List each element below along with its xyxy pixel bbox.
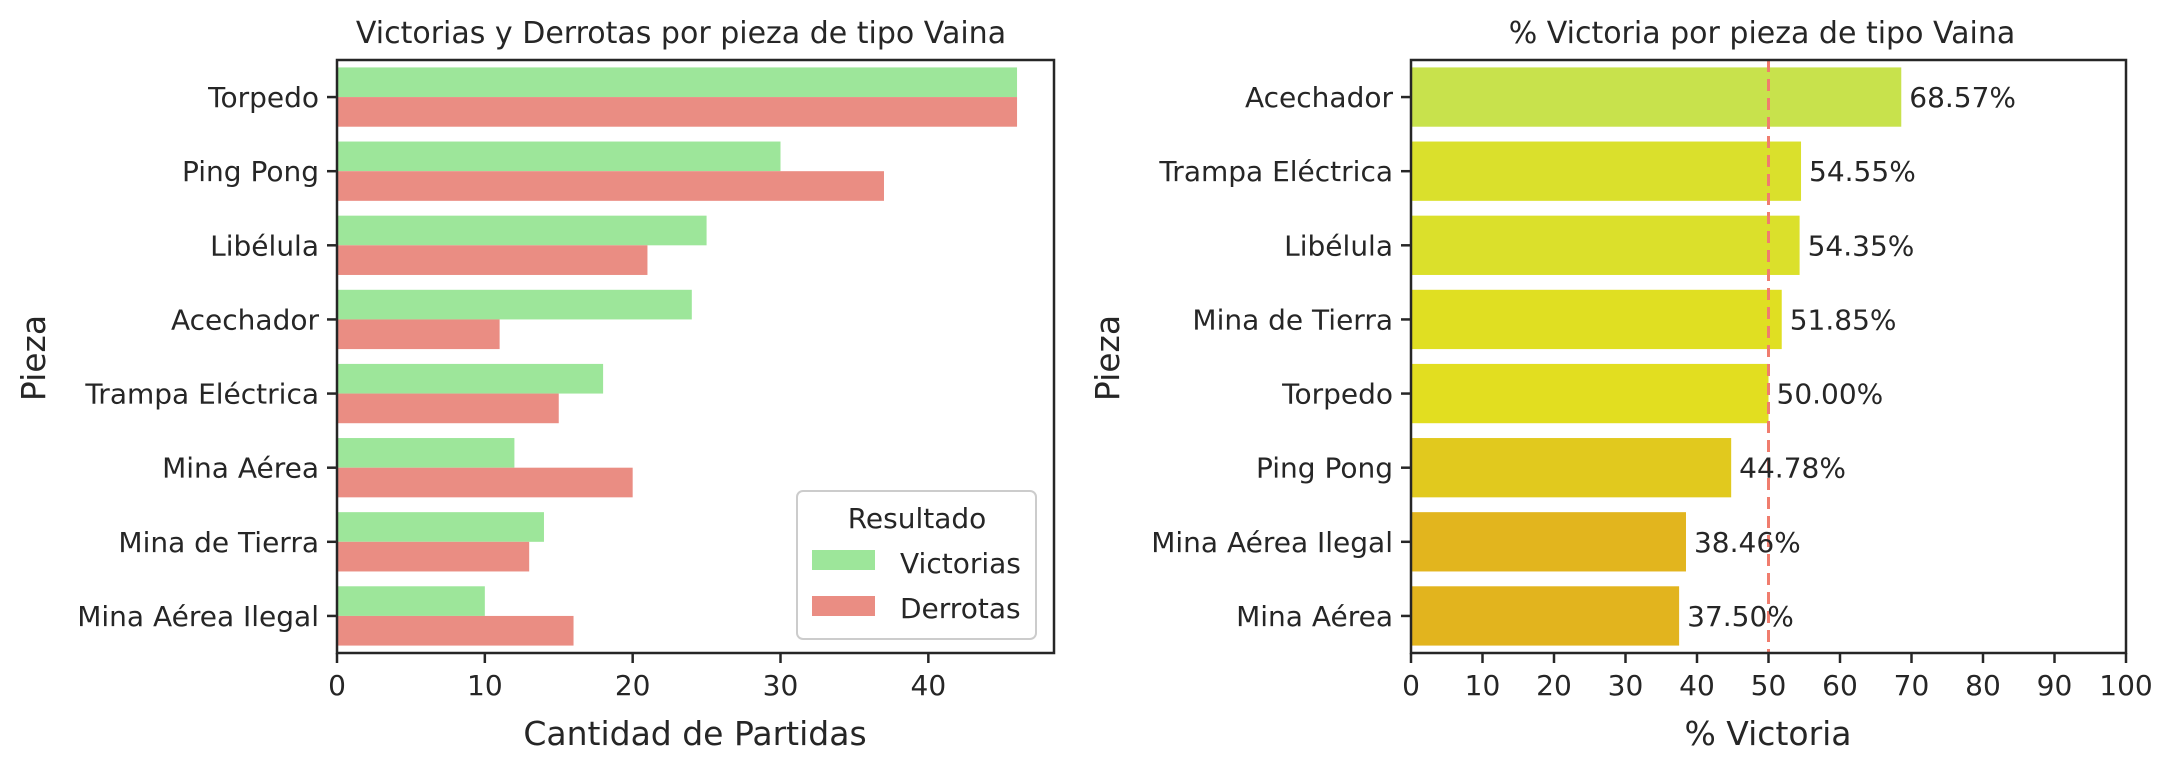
- bar-derrotas-ping-pong: [337, 171, 884, 201]
- x-tick-label: 10: [1465, 669, 1501, 702]
- chart-left-x-axis-label: Cantidad de Partidas: [523, 714, 866, 753]
- legend-title: Resultado: [848, 502, 987, 535]
- y-tick-label: Mina de Tierra: [1192, 303, 1393, 336]
- x-tick-label: 40: [911, 669, 947, 702]
- legend-swatch-derrotas: [812, 596, 875, 616]
- x-tick-label: 40: [1679, 669, 1715, 702]
- legend-label-derrotas: Derrotas: [900, 592, 1021, 625]
- bar-victorias-libelula: [337, 215, 707, 246]
- bar-ping-pong: [1411, 438, 1732, 498]
- value-label-torpedo: 50.00%: [1777, 378, 1884, 411]
- bar-mina-aerea: [1411, 586, 1680, 646]
- y-tick-label: Trampa Eléctrica: [1158, 155, 1393, 188]
- bar-derrotas-mina-de-tierra: [337, 541, 530, 572]
- y-tick-label: Mina Aérea: [162, 452, 319, 485]
- y-tick-label: Mina Aérea Ilegal: [77, 600, 319, 633]
- bar-victorias-trampa-electrica: [337, 363, 604, 394]
- x-tick-label: 10: [467, 669, 503, 702]
- bar-derrotas-trampa-electrica: [337, 393, 559, 424]
- y-tick-label: Acechador: [171, 303, 319, 336]
- bar-derrotas-torpedo: [337, 97, 1018, 127]
- bar-victorias-torpedo: [337, 67, 1018, 98]
- x-tick-label: 30: [1608, 669, 1644, 702]
- chart-left-y-ticks: Torpedo Ping Pong Libélula Acechador Trampa …: [77, 81, 337, 633]
- chart-left-x-ticks: 0 10 20 30 40: [328, 653, 946, 702]
- legend-label-victorias: Victorias: [900, 547, 1021, 580]
- value-label-mina-aerea-ilegal: 38.46%: [1694, 526, 1801, 559]
- x-tick-label: 90: [2037, 669, 2073, 702]
- y-tick-label: Mina Aérea Ilegal: [1151, 526, 1393, 559]
- y-tick-label: Torpedo: [207, 81, 319, 114]
- x-tick-label: 20: [1536, 669, 1572, 702]
- value-label-acechador: 68.57%: [1909, 81, 2016, 114]
- bar-mina-aerea-ilegal: [1411, 512, 1686, 572]
- bar-victorias-mina-de-tierra: [337, 512, 544, 542]
- y-tick-label: Trampa Eléctrica: [84, 378, 319, 411]
- bar-acechador: [1411, 67, 1902, 127]
- x-tick-label: 80: [1965, 669, 2001, 702]
- y-tick-label: Mina Aérea: [1236, 600, 1393, 633]
- bar-derrotas-acechador: [337, 319, 500, 350]
- x-tick-label: 0: [1402, 669, 1420, 702]
- chart-right-bars: [1411, 67, 1902, 646]
- value-label-mina-aerea: 37.50%: [1687, 600, 1794, 633]
- y-tick-label: Torpedo: [1281, 378, 1393, 411]
- bar-torpedo: [1411, 363, 1769, 424]
- x-tick-label: 20: [615, 669, 651, 702]
- x-tick-label: 0: [328, 669, 346, 702]
- bar-mina-de-tierra: [1411, 289, 1782, 350]
- chart-left-frame: [335, 58, 1056, 655]
- value-label-libelula: 54.35%: [1808, 229, 1915, 262]
- chart-right-y-ticks: Acechador Trampa Eléctrica Libélula Mina de…: [1151, 81, 1411, 633]
- bar-derrotas-libelula: [337, 245, 648, 275]
- chart-right-x-ticks: 0 10 20 30 40 50 60 70 80 90 100: [1402, 653, 2153, 702]
- x-tick-label: 100: [2099, 669, 2152, 702]
- chart-left-y-axis-label: Pieza: [14, 315, 53, 401]
- y-tick-label: Libélula: [210, 229, 319, 262]
- bar-derrotas-mina-aerea-ilegal: [337, 615, 574, 646]
- chart-right-x-axis-label: % Victoria: [1684, 714, 1851, 753]
- y-tick-label: Libélula: [1284, 229, 1393, 262]
- chart-left-title: Victorias y Derrotas por pieza de tipo V…: [356, 16, 1006, 51]
- legend-swatch-victorias: [812, 550, 875, 570]
- bar-victorias-ping-pong: [337, 141, 781, 172]
- chart-right: % Victoria por pieza de tipo Vaina 68.57…: [1088, 16, 2153, 753]
- y-tick-label: Ping Pong: [182, 155, 319, 188]
- chart-right-title: % Victoria por pieza de tipo Vaina: [1509, 16, 2016, 51]
- bar-victorias-mina-aerea-ilegal: [337, 586, 485, 616]
- y-tick-label: Acechador: [1245, 81, 1393, 114]
- x-tick-label: 30: [763, 669, 799, 702]
- x-tick-label: 50: [1751, 669, 1787, 702]
- value-label-ping-pong: 44.78%: [1739, 452, 1846, 485]
- value-label-mina-de-tierra: 51.85%: [1790, 303, 1897, 336]
- chart-left-bars: [337, 67, 1018, 646]
- chart-left: Victorias y Derrotas por pieza de tipo V…: [14, 16, 1056, 753]
- y-tick-label: Ping Pong: [1256, 452, 1393, 485]
- chart-left-legend: Resultado Victorias Derrotas: [796, 490, 1037, 640]
- bar-victorias-mina-aerea: [337, 438, 515, 468]
- bar-trampa-electrica: [1411, 141, 1802, 201]
- bar-libelula: [1411, 215, 1800, 275]
- bar-derrotas-mina-aerea: [337, 467, 633, 498]
- chart-right-value-labels: 68.57% 54.55% 54.35% 51.85% 50.00% 44.78% 38.4…: [1687, 81, 2016, 633]
- x-tick-label: 60: [1822, 669, 1858, 702]
- x-tick-label: 70: [1894, 669, 1930, 702]
- chart-right-y-axis-label: Pieza: [1088, 315, 1127, 401]
- value-label-trampa-electrica: 54.55%: [1809, 155, 1916, 188]
- y-tick-label: Mina de Tierra: [118, 526, 319, 559]
- bar-victorias-acechador: [337, 289, 692, 320]
